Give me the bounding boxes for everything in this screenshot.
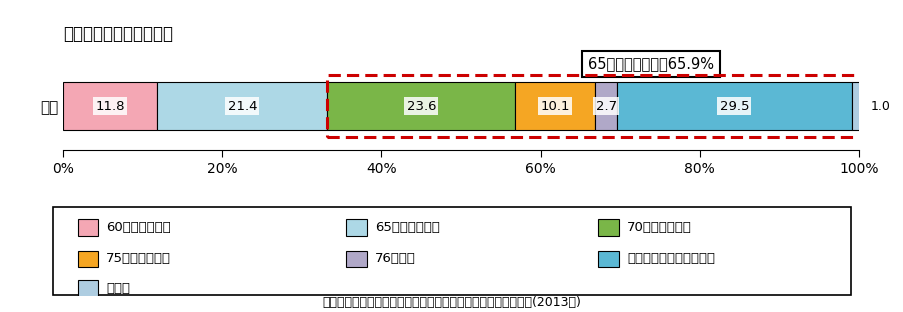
Bar bbox=[851, 82, 859, 130]
Text: 75歳ぐらいまで: 75歳ぐらいまで bbox=[107, 252, 171, 266]
Bar bbox=[327, 82, 515, 130]
FancyBboxPatch shape bbox=[78, 251, 98, 267]
Bar bbox=[63, 82, 157, 130]
Bar bbox=[515, 82, 595, 130]
Text: 60歳ぐらいまで: 60歳ぐらいまで bbox=[107, 221, 171, 234]
Text: 65歳以降の合計は65.9%: 65歳以降の合計は65.9% bbox=[588, 57, 713, 72]
Text: 21.4: 21.4 bbox=[228, 100, 256, 113]
Text: 11.8: 11.8 bbox=[96, 100, 125, 113]
FancyBboxPatch shape bbox=[598, 251, 619, 267]
Bar bbox=[595, 82, 616, 130]
FancyBboxPatch shape bbox=[346, 219, 367, 236]
Text: 【何歳まで働きたいか】: 【何歳まで働きたいか】 bbox=[63, 25, 173, 43]
Text: 23.6: 23.6 bbox=[406, 100, 435, 113]
Text: 29.5: 29.5 bbox=[719, 100, 749, 113]
FancyBboxPatch shape bbox=[78, 219, 98, 236]
FancyBboxPatch shape bbox=[598, 219, 619, 236]
Text: 無回答: 無回答 bbox=[107, 282, 130, 295]
Text: 2.7: 2.7 bbox=[595, 100, 616, 113]
FancyBboxPatch shape bbox=[53, 207, 850, 295]
FancyBboxPatch shape bbox=[346, 251, 367, 267]
Text: 働けるうちはいつまでも: 働けるうちはいつまでも bbox=[627, 252, 714, 266]
Bar bbox=[616, 82, 851, 130]
Text: 65歳ぐらいまで: 65歳ぐらいまで bbox=[375, 221, 439, 234]
Text: 1.0: 1.0 bbox=[870, 100, 889, 113]
Text: 資料：内閣府「高齢者の地域社会への参加に関する意識調査」(2013年): 資料：内閣府「高齢者の地域社会への参加に関する意識調査」(2013年) bbox=[322, 296, 581, 309]
Text: 70歳ぐらいまで: 70歳ぐらいまで bbox=[627, 221, 691, 234]
Bar bbox=[157, 82, 327, 130]
FancyBboxPatch shape bbox=[78, 280, 98, 297]
Text: 76歳以上: 76歳以上 bbox=[375, 252, 415, 266]
Text: 10.1: 10.1 bbox=[540, 100, 570, 113]
